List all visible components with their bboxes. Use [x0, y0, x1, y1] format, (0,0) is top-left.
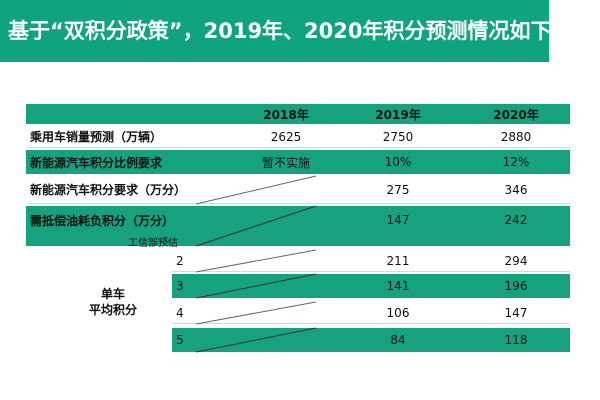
- cell-2018: 2625: [270, 129, 302, 144]
- cell-2019: 10%: [384, 155, 412, 169]
- source-note: 工信部预估: [128, 238, 178, 249]
- row-label: 需抵偿油耗负积分（万分）: [30, 213, 175, 228]
- row-label: 新能源汽车积分要求（万分）: [30, 183, 187, 197]
- cell-2020: 118: [504, 333, 528, 347]
- table-header-row: 2018年 2019年 2020年: [26, 104, 570, 124]
- table-row-nev-ratio: 新能源汽车积分比例要求 暂不实施 10% 12%: [26, 150, 570, 174]
- cell-2020: 242: [504, 213, 528, 227]
- single-vehicle-avg-label: 单车 平均积分: [78, 286, 148, 318]
- single-label-line1: 单车: [100, 287, 125, 301]
- table-row-level: 4 106 147: [172, 302, 570, 324]
- cell-2018: 暂不实施: [261, 155, 310, 170]
- cell-2019: 106: [386, 305, 410, 320]
- cell-2019: 275: [386, 182, 410, 197]
- cell-2020: 196: [504, 279, 528, 293]
- cell-2020: 2880: [500, 129, 532, 144]
- row-label: 乘用车销量预测（万辆）: [30, 130, 163, 144]
- table-row-sales: 乘用车销量预测（万辆） 2625 2750 2880: [26, 126, 570, 148]
- header-2019: 2019年: [375, 107, 421, 122]
- row-label: 新能源汽车积分比例要求: [30, 155, 163, 170]
- header-2018: 2018年: [263, 107, 309, 122]
- single-label-line2: 平均积分: [88, 303, 137, 317]
- page-title: 基于“双积分政策”，2019年、2020年积分预测情况如下：: [0, 0, 573, 62]
- level-number: 4: [176, 305, 184, 320]
- cell-2019: 211: [386, 253, 410, 268]
- cell-2020: 346: [504, 182, 528, 197]
- table-row-level: 2 211 294: [172, 250, 570, 272]
- cell-2020: 147: [504, 305, 528, 320]
- table-row-offset-credit: 需抵偿油耗负积分（万分） 147 242: [26, 206, 570, 246]
- cell-2020: 12%: [502, 155, 530, 169]
- table-row-nev-credit: 新能源汽车积分要求（万分） 275 346: [26, 176, 570, 204]
- level-number: 3: [176, 279, 184, 293]
- cell-2019: 141: [386, 279, 410, 293]
- level-number: 5: [176, 333, 184, 347]
- cell-2020: 294: [504, 253, 528, 268]
- cell-2019: 2750: [382, 129, 414, 144]
- cell-2019: 84: [390, 333, 406, 347]
- header-2020: 2020年: [493, 107, 539, 122]
- cell-2019: 147: [386, 213, 410, 227]
- table-row-level: 5 84 118: [172, 328, 570, 352]
- level-number: 2: [176, 253, 184, 268]
- table-row-level: 3 141 196: [172, 274, 570, 298]
